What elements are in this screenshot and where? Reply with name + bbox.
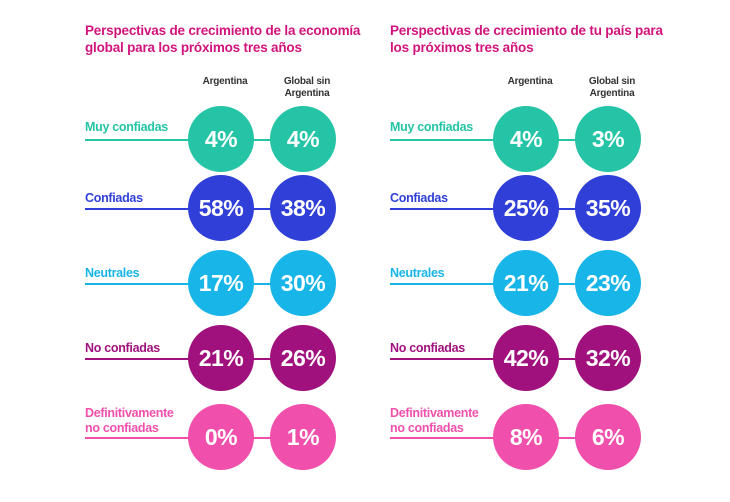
row-connector-line — [85, 208, 285, 210]
row-label: Confiadas — [390, 191, 448, 205]
value-bubble-argentina: 4% — [493, 106, 559, 172]
value-bubble-argentina: 21% — [493, 250, 559, 316]
panel-title: Perspectivas de crecimiento de tu país p… — [390, 23, 663, 55]
value-bubble-global: 30% — [270, 250, 336, 316]
row-label: Muy confiadas — [85, 120, 168, 134]
value-bubble-global: 6% — [575, 404, 641, 470]
row-definitivamente-no-confiadas: Definitivamente no confiadas 8% 6% — [390, 404, 710, 474]
row-muy-confiadas: Muy confiadas 4% 4% — [85, 106, 405, 176]
value-bubble-argentina: 0% — [188, 404, 254, 470]
value-bubble-global: 1% — [270, 404, 336, 470]
row-label: No confiadas — [390, 341, 465, 355]
panel-title: Perspectivas de crecimiento de la econom… — [85, 23, 361, 55]
row-confiadas: Confiadas 58% 38% — [85, 175, 405, 245]
row-label: Muy confiadas — [390, 120, 473, 134]
value-bubble-global: 26% — [270, 325, 336, 391]
row-label: Neutrales — [390, 266, 445, 280]
value-bubble-argentina: 4% — [188, 106, 254, 172]
value-bubble-argentina: 8% — [493, 404, 559, 470]
value-bubble-argentina: 42% — [493, 325, 559, 391]
value-bubble-global: 32% — [575, 325, 641, 391]
row-connector-line — [390, 283, 590, 285]
row-connector-line — [390, 437, 590, 439]
col-header-global: Global sin Argentina — [283, 76, 331, 99]
row-connector-line — [390, 358, 590, 360]
row-neutrales: Neutrales 21% 23% — [390, 250, 710, 320]
row-no-confiadas: No confiadas 42% 32% — [390, 325, 710, 395]
row-no-confiadas: No confiadas 21% 26% — [85, 325, 405, 395]
col-header-global: Global sin Argentina — [588, 76, 636, 99]
value-bubble-global: 38% — [270, 175, 336, 241]
value-bubble-argentina: 58% — [188, 175, 254, 241]
value-bubble-global: 35% — [575, 175, 641, 241]
value-bubble-argentina: 25% — [493, 175, 559, 241]
row-definitivamente-no-confiadas: Definitivamente no confiadas 0% 1% — [85, 404, 405, 474]
row-connector-line — [85, 283, 285, 285]
value-bubble-global: 3% — [575, 106, 641, 172]
row-label: Neutrales — [85, 266, 140, 280]
value-bubble-global: 23% — [575, 250, 641, 316]
row-label: Definitivamente no confiadas — [85, 406, 174, 435]
panel-global: Perspectivas de crecimiento de la econom… — [85, 0, 405, 502]
value-bubble-global: 4% — [270, 106, 336, 172]
panel-country: Perspectivas de crecimiento de tu país p… — [390, 0, 710, 502]
col-header-argentina: Argentina — [507, 76, 553, 87]
value-bubble-argentina: 21% — [188, 325, 254, 391]
row-connector-line — [390, 208, 590, 210]
row-connector-line — [85, 139, 285, 141]
value-bubble-argentina: 17% — [188, 250, 254, 316]
row-muy-confiadas: Muy confiadas 4% 3% — [390, 106, 710, 176]
row-label: No confiadas — [85, 341, 160, 355]
row-connector-line — [85, 437, 285, 439]
row-connector-line — [85, 358, 285, 360]
row-label: Definitivamente no confiadas — [390, 406, 479, 435]
row-label: Confiadas — [85, 191, 143, 205]
row-connector-line — [390, 139, 590, 141]
row-neutrales: Neutrales 17% 30% — [85, 250, 405, 320]
col-header-argentina: Argentina — [202, 76, 248, 87]
row-confiadas: Confiadas 25% 35% — [390, 175, 710, 245]
